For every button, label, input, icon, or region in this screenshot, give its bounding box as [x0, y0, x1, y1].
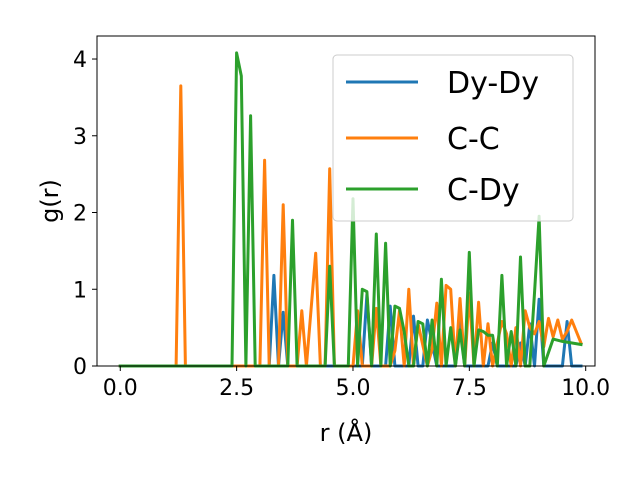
- x-tick-label: 5.0: [335, 376, 370, 401]
- y-tick-label: 1: [73, 278, 87, 303]
- y-tick-label: 2: [73, 202, 87, 227]
- legend-box: [332, 54, 574, 222]
- x-axis-label: r (Å): [320, 418, 373, 447]
- x-tick-label: 7.5: [452, 376, 487, 401]
- y-axis-label: g(r): [36, 179, 64, 223]
- x-axis: 0.0 2.5 5.0 7.5 10.0: [103, 366, 610, 401]
- x-tick-label: 10.0: [561, 376, 610, 401]
- legend-label-dy-dy: Dy-Dy: [447, 66, 539, 101]
- x-tick-label: 2.5: [219, 376, 254, 401]
- x-tick-label: 0.0: [103, 376, 138, 401]
- y-tick-label: 0: [73, 355, 87, 380]
- y-axis: 0 1 2 3 4: [73, 48, 97, 380]
- legend-label-c-c: C-C: [447, 122, 500, 157]
- legend: Dy-Dy C-C C-Dy: [332, 54, 574, 222]
- y-tick-label: 4: [73, 48, 87, 73]
- plot-frame: [96, 35, 596, 367]
- y-tick-label: 3: [73, 125, 87, 150]
- legend-label-c-dy: C-Dy: [447, 173, 520, 208]
